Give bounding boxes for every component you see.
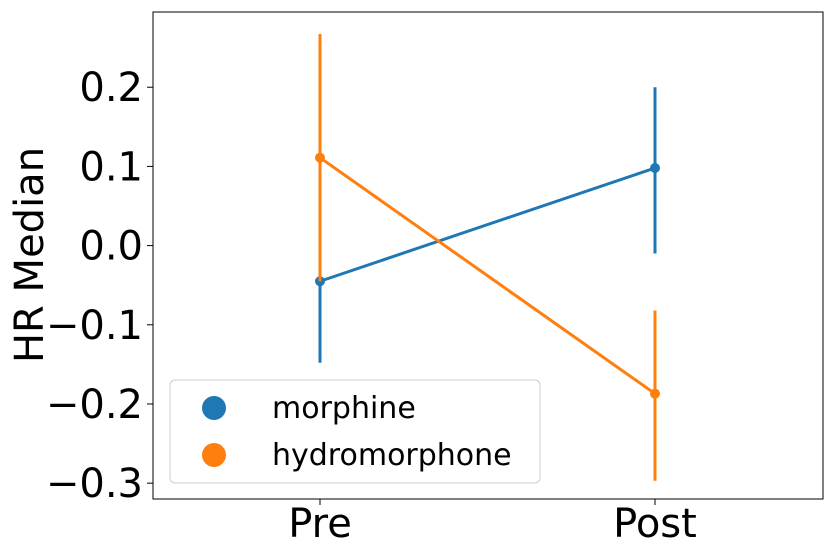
legend-label-hydromorphone: hydromorphone bbox=[272, 438, 512, 473]
series-line bbox=[319, 156, 656, 395]
y-tick-label: 0.0 bbox=[79, 224, 143, 270]
x-tick-label: Post bbox=[613, 501, 697, 547]
y-tick-label: −0.1 bbox=[46, 303, 143, 349]
plot-frame bbox=[152, 11, 824, 500]
series-layer bbox=[315, 34, 660, 481]
series-line bbox=[319, 166, 656, 283]
legend: morphine hydromorphone bbox=[169, 379, 541, 484]
data-point bbox=[315, 152, 325, 163]
legend-marker-morphine bbox=[202, 396, 226, 420]
y-ticks: −0.3 −0.2 −0.1 0.0 0.1 0.2 bbox=[46, 65, 153, 507]
y-tick-label: −0.2 bbox=[46, 382, 143, 428]
y-tick-label: 0.1 bbox=[79, 144, 143, 190]
y-axis-title: HR Median bbox=[7, 147, 53, 363]
series-hydromorphone bbox=[315, 34, 660, 481]
legend-marker-hydromorphone bbox=[202, 443, 226, 467]
x-tick-label: Pre bbox=[288, 501, 352, 547]
y-tick-label: −0.3 bbox=[46, 461, 143, 507]
legend-label-morphine: morphine bbox=[272, 391, 416, 426]
data-point bbox=[650, 162, 660, 173]
legend-box bbox=[169, 379, 541, 484]
y-tick-label: 0.2 bbox=[79, 65, 143, 111]
data-point bbox=[650, 388, 660, 399]
x-ticks: Pre Post bbox=[288, 499, 697, 547]
